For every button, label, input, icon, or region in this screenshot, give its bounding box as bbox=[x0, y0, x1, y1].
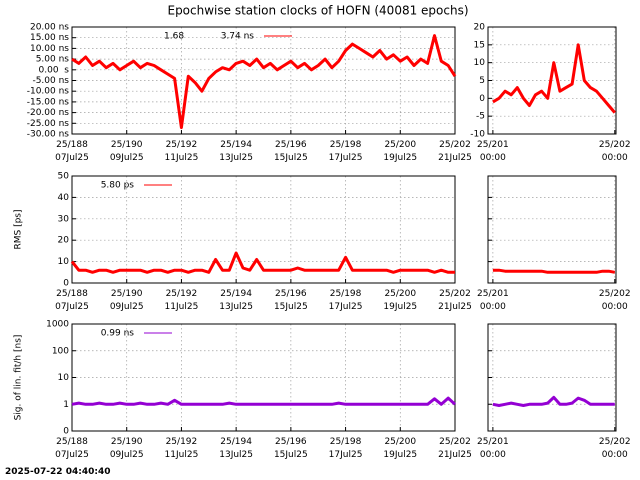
x-tick-label: 25/200 19Jul25 bbox=[383, 140, 418, 163]
y-tick-label: 50 bbox=[58, 172, 70, 182]
x-tick-label: 25/192 11Jul25 bbox=[164, 140, 199, 163]
data-line bbox=[492, 268, 616, 274]
x-tick-label: 25/201 00:00 bbox=[477, 289, 509, 312]
timestamp: 2025-07-22 04:40:40 bbox=[5, 467, 111, 477]
x-tick-label: 25/202 21Jul25 bbox=[438, 140, 472, 163]
x-tick-label: 25/194 13Jul25 bbox=[219, 140, 254, 163]
x-tick-label: 25/190 09Jul25 bbox=[109, 140, 144, 163]
y-tick-label: 10.00 ns bbox=[30, 44, 69, 54]
x-tick-label: 25/190 09Jul25 bbox=[109, 289, 144, 312]
x-tick-label: 25/196 15Jul25 bbox=[273, 437, 308, 460]
y-tick-label: 0 bbox=[479, 94, 485, 104]
y-tick-label: -25.00 ns bbox=[27, 119, 70, 129]
x-tick-label: 25/196 15Jul25 bbox=[273, 140, 308, 163]
y-tick-label: 5 bbox=[479, 76, 485, 86]
y-tick-label: 15 bbox=[474, 40, 485, 50]
y-tick-label: -20.00 ns bbox=[27, 108, 70, 118]
x-tick-label: 25/201 00:00 bbox=[477, 140, 509, 163]
y-tick-label: 0 bbox=[63, 279, 69, 289]
x-tick-label: 25/202 00:00 bbox=[598, 140, 631, 163]
data-line bbox=[71, 34, 457, 130]
y-tick-label: 1 bbox=[63, 400, 69, 410]
y-tick-label: -10 bbox=[470, 130, 485, 140]
x-tick-label: 25/202 21Jul25 bbox=[438, 289, 472, 312]
x-tick-label: 25/202 00:00 bbox=[598, 289, 631, 312]
x-tick-label: 25/198 17Jul25 bbox=[328, 289, 363, 312]
legend-label: 0.99 ns bbox=[101, 329, 135, 339]
y-tick-label: 20 bbox=[58, 236, 70, 246]
chart-title: Epochwise station clocks of HOFN (40081 … bbox=[167, 4, 468, 18]
x-tick-label: 25/192 11Jul25 bbox=[164, 289, 199, 312]
x-tick-label: 25/194 13Jul25 bbox=[219, 289, 254, 312]
plot-frame bbox=[487, 175, 617, 284]
y-tick-label: -30.00 ns bbox=[27, 130, 70, 140]
x-tick-label: 25/194 13Jul25 bbox=[219, 437, 254, 460]
y-tick-label: -10.00 ns bbox=[27, 87, 70, 97]
data-line bbox=[492, 43, 616, 114]
y-tick-label: 10 bbox=[58, 257, 70, 267]
x-tick-label: 25/200 19Jul25 bbox=[383, 289, 418, 312]
x-tick-label: 25/196 15Jul25 bbox=[273, 289, 308, 312]
x-tick-label: 25/198 17Jul25 bbox=[328, 140, 363, 163]
y-tick-label: 10 bbox=[474, 58, 486, 68]
x-tick-label: 25/188 07Jul25 bbox=[55, 437, 89, 460]
y-tick-label: 20.00 ns bbox=[30, 23, 69, 33]
y-tick-label: -5 bbox=[476, 112, 485, 122]
y-tick-label: 20 bbox=[474, 23, 486, 33]
data-line bbox=[71, 396, 457, 406]
data-line bbox=[492, 395, 615, 407]
y-tick-label: 40 bbox=[58, 193, 70, 203]
data-line bbox=[70, 251, 455, 274]
x-tick-label: 25/201 00:00 bbox=[477, 437, 509, 460]
y-tick-label: 10 bbox=[58, 373, 70, 383]
y-tick-label: 30 bbox=[58, 214, 70, 224]
y-tick-label: -5.00 ns bbox=[32, 76, 69, 86]
x-tick-label: 25/192 11Jul25 bbox=[164, 437, 199, 460]
plot-frame bbox=[71, 26, 456, 135]
x-tick-label: 25/188 07Jul25 bbox=[55, 140, 89, 163]
y-tick-label: 15.00 ns bbox=[30, 33, 69, 43]
x-tick-label: 25/198 17Jul25 bbox=[328, 437, 363, 460]
y-tick-label: -15.00 ns bbox=[27, 97, 70, 107]
y-tick-label: 0.00 s bbox=[39, 65, 70, 75]
legend-label: 3.74 ns bbox=[221, 32, 255, 42]
y-tick-label: 0 bbox=[63, 427, 69, 437]
x-tick-label: 25/190 09Jul25 bbox=[109, 437, 144, 460]
legend-label: 5.80 ps bbox=[101, 181, 135, 191]
annotation: 1.68 bbox=[164, 32, 184, 42]
plot-frame bbox=[71, 323, 456, 432]
y-axis-label: RMS [ps] bbox=[14, 209, 24, 249]
x-tick-label: 25/202 21Jul25 bbox=[438, 437, 472, 460]
y-tick-label: 100 bbox=[52, 346, 69, 356]
plot-frame bbox=[487, 26, 617, 135]
x-tick-label: 25/202 00:00 bbox=[598, 437, 631, 460]
x-tick-label: 25/188 07Jul25 bbox=[55, 289, 89, 312]
plot-frame bbox=[487, 323, 617, 432]
y-tick-label: 1000 bbox=[46, 320, 69, 330]
y-axis-label: Sig. of lin. fit/h [ns] bbox=[14, 335, 24, 421]
plot-frame bbox=[71, 175, 456, 284]
x-tick-label: 25/200 19Jul25 bbox=[383, 437, 418, 460]
y-tick-label: 5.00 ns bbox=[36, 55, 70, 65]
